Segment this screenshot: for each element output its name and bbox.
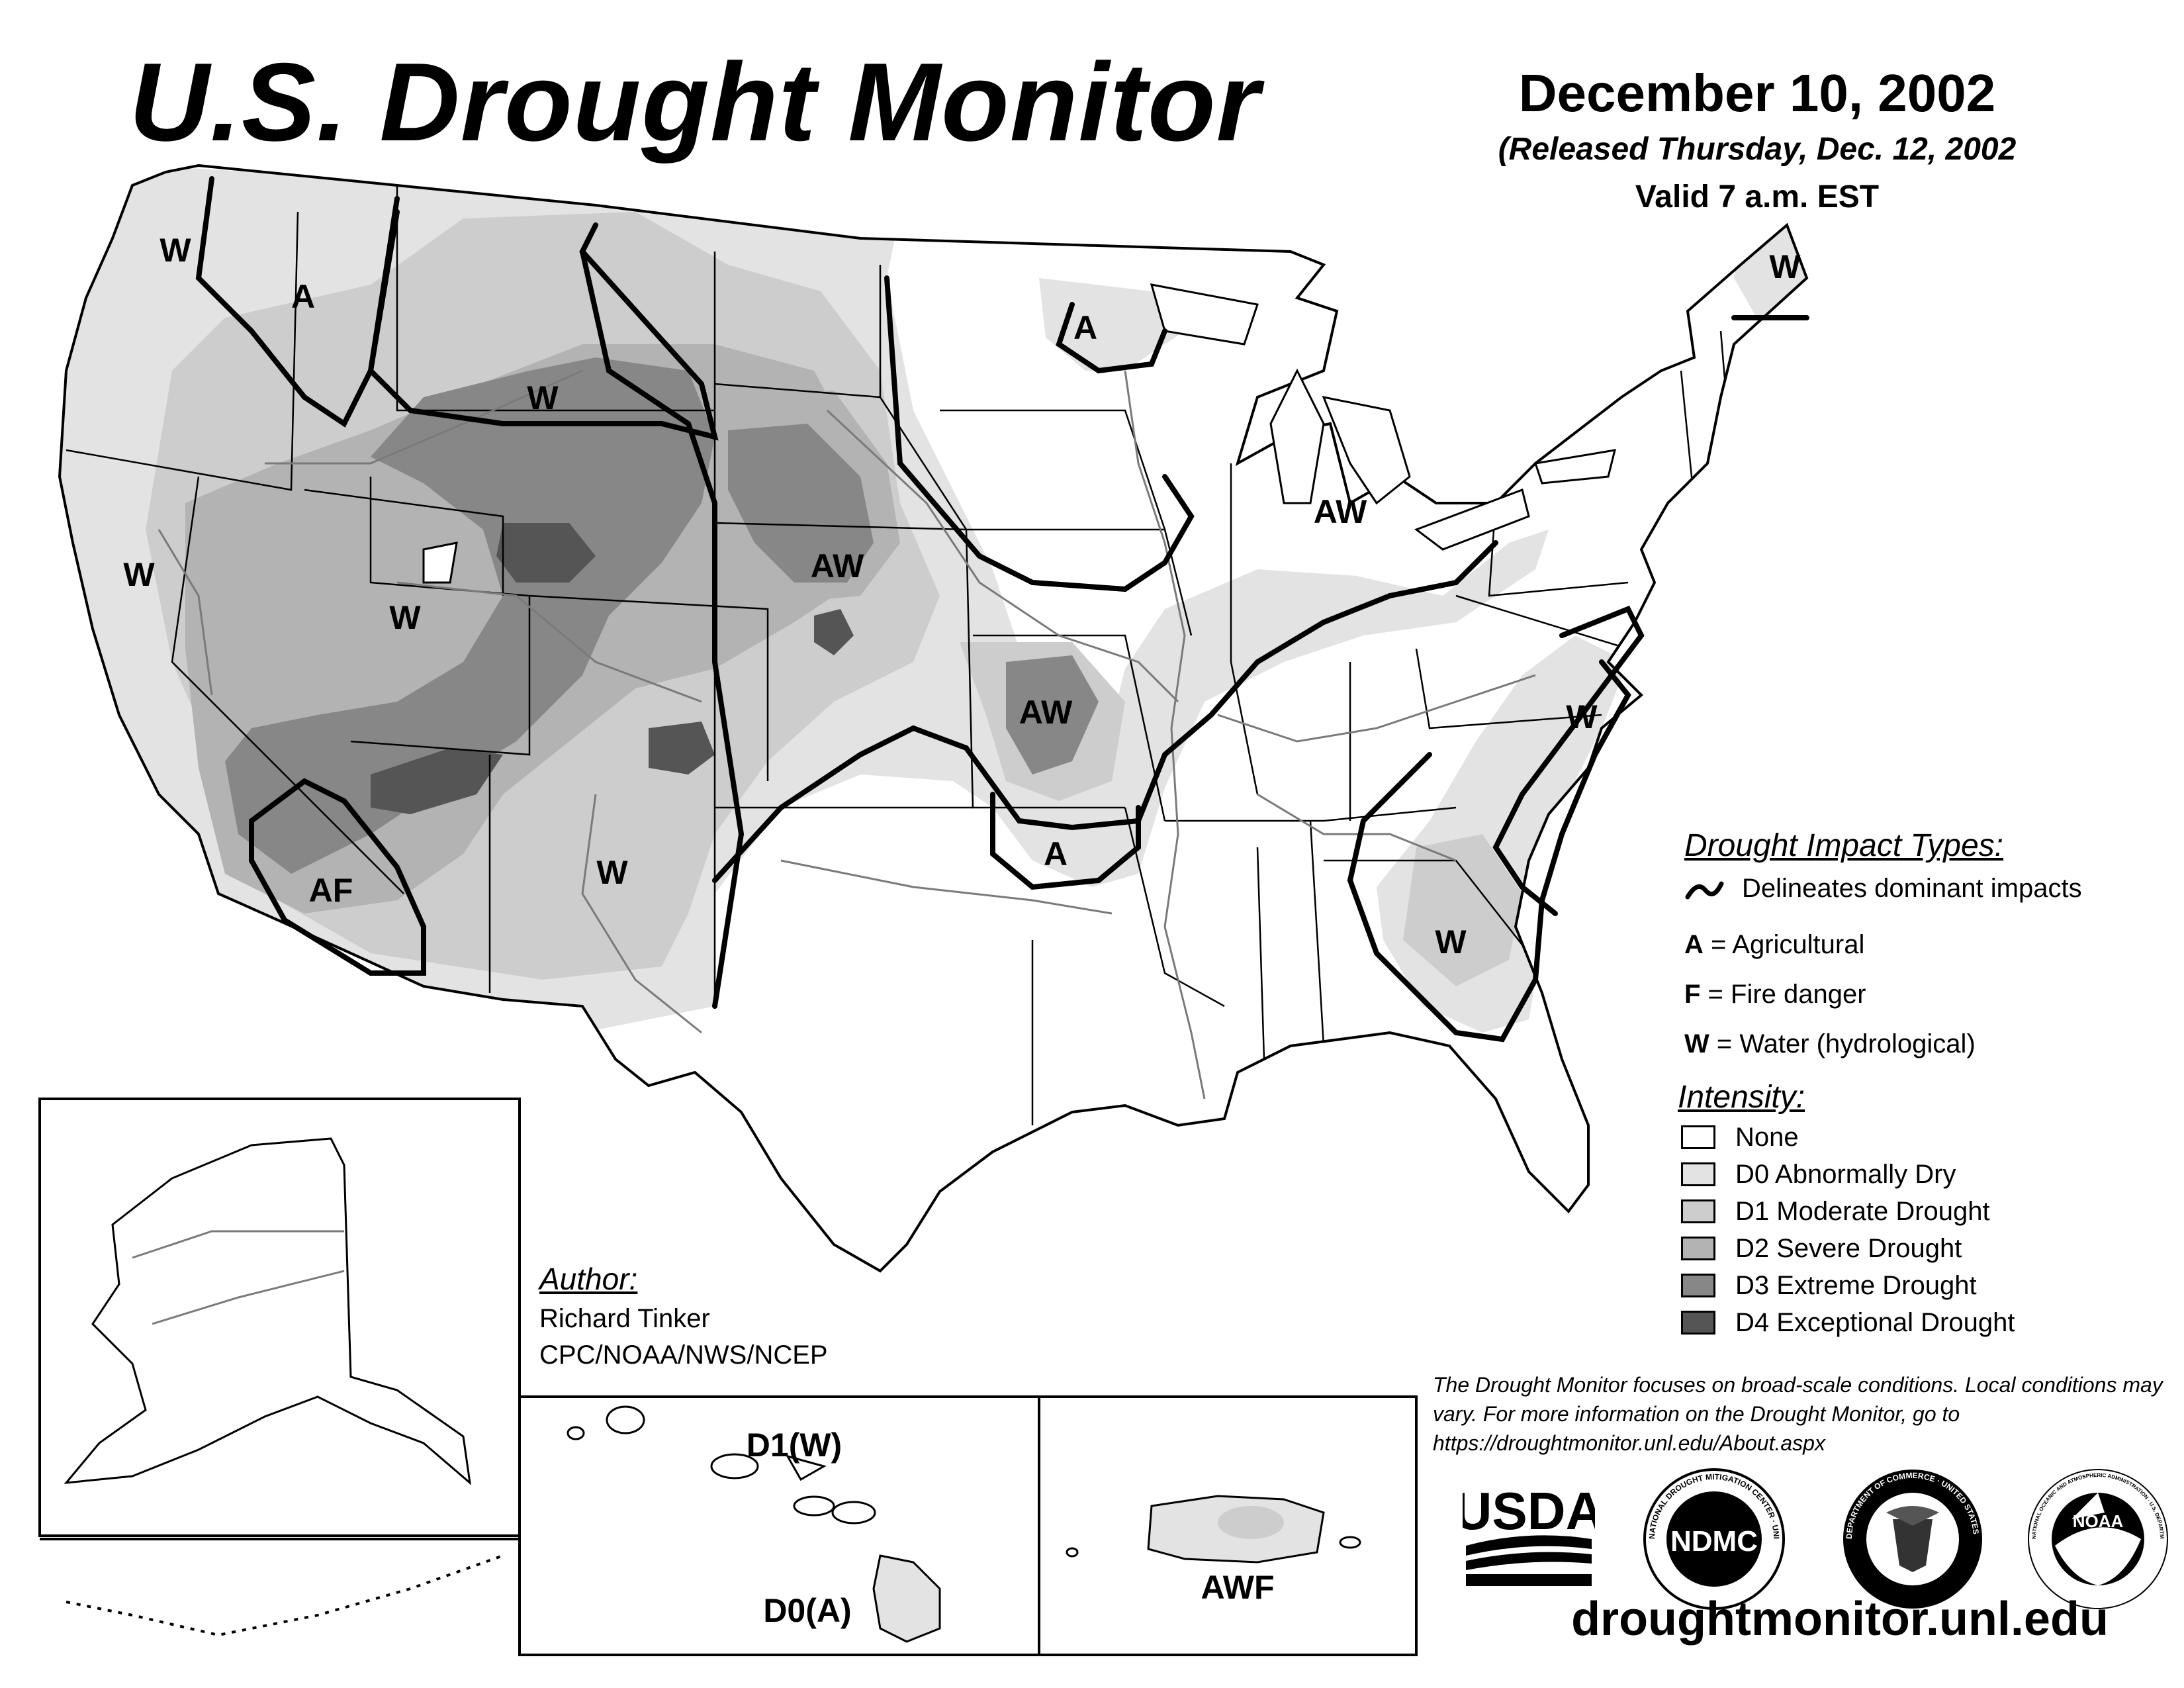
map-label: AWF xyxy=(1201,1569,1274,1606)
map-label: AF xyxy=(309,872,353,909)
intensity-swatch xyxy=(1681,1125,1715,1149)
intensity-label: D0 Abnormally Dry xyxy=(1735,1160,1956,1189)
d4-region-ne xyxy=(814,609,854,655)
map-label: D1(W) xyxy=(747,1427,842,1464)
noaa-logo: NOAA NATIONAL OCEANIC AND ATMOSPHERIC AD… xyxy=(2025,1466,2168,1609)
map-label: AW xyxy=(1314,493,1367,530)
intensity-swatch xyxy=(1681,1311,1715,1335)
usda-logo: USDA xyxy=(1463,1483,1595,1586)
valid-time: Valid 7 a.m. EST xyxy=(1635,179,1880,214)
great-lakes xyxy=(422,283,1617,584)
impact-desc: = Agricultural xyxy=(1703,930,1865,959)
release-date: (Released Thursday, Dec. 12, 2002 xyxy=(1498,132,2017,167)
d3-region-ne xyxy=(728,424,874,583)
puerto-rico-inset xyxy=(1038,1395,1418,1656)
impact-line-icon xyxy=(1685,881,1724,900)
rivers xyxy=(158,369,1536,1100)
d3-region-mo xyxy=(1006,655,1099,774)
intensity-heading: Intensity: xyxy=(1678,1080,1805,1115)
intensity-label: D2 Severe Drought xyxy=(1735,1234,1962,1263)
map-label: W xyxy=(1566,698,1598,735)
intensity-label: D1 Moderate Drought xyxy=(1735,1197,1990,1226)
map-label: W xyxy=(1769,248,1801,285)
impact-key: A xyxy=(1684,930,1704,959)
intensity-label: D4 Exceptional Drought xyxy=(1735,1308,2015,1337)
d3-region-west xyxy=(225,357,715,874)
impact-types-heading: Drought Impact Types: xyxy=(1684,828,2003,863)
intensity-swatch xyxy=(1681,1274,1715,1297)
map-label: AW xyxy=(1019,694,1073,731)
map-label: AW xyxy=(811,547,864,585)
intensity-label: None xyxy=(1735,1123,1799,1152)
map-label: A xyxy=(1073,309,1097,346)
author-heading: Author: xyxy=(539,1262,638,1296)
map-label: W xyxy=(596,854,628,891)
ndmc-logo: NDMC NATIONAL DROUGHT MITIGATION CENTER … xyxy=(1641,1466,1785,1610)
map-label: W xyxy=(1435,923,1467,961)
map-label: A xyxy=(291,278,315,315)
ndmc-logo-text: NDMC xyxy=(1670,1525,1758,1558)
impact-type-item: W = Water (hydrological) xyxy=(1684,1029,1976,1059)
impact-desc: = Fire danger xyxy=(1700,980,1866,1009)
map-label: A xyxy=(1044,835,1068,872)
d4-region-az xyxy=(371,748,503,814)
map-label: D0(A) xyxy=(763,1592,851,1629)
valid-date: December 10, 2002 xyxy=(1518,64,1996,122)
impact-key: F xyxy=(1684,980,1701,1009)
intensity-swatch xyxy=(1681,1199,1715,1223)
author-org: CPC/NOAA/NWS/NCEP xyxy=(539,1340,828,1370)
usda-logo-text: USDA xyxy=(1463,1483,1595,1540)
disclaimer-note: The Drought Monitor focuses on broad-sca… xyxy=(1433,1373,2163,1455)
alaska-inset xyxy=(38,1098,521,1637)
d4-region-co2 xyxy=(649,722,715,774)
commerce-seal-logo: DEPARTMENT OF COMMERCE · UNITED STATES O… xyxy=(1840,1466,1982,1609)
page-title: U.S. Drought Monitor xyxy=(129,40,1261,164)
noaa-logo-text: NOAA xyxy=(2073,1511,2124,1531)
map-label: W xyxy=(123,556,155,593)
map-label: W xyxy=(159,232,191,269)
author-name: Richard Tinker xyxy=(539,1304,710,1333)
impact-type-item: A = Agricultural xyxy=(1684,930,1864,960)
impact-key: W xyxy=(1684,1029,1709,1058)
impact-line-label: Delineates dominant impacts xyxy=(1742,874,2082,903)
map-label: W xyxy=(527,379,559,416)
impact-type-item: F = Fire danger xyxy=(1684,980,1866,1009)
hawaii-inset xyxy=(518,1395,1040,1656)
map-label: W xyxy=(389,599,421,636)
website-url[interactable]: droughtmonitor.unl.edu xyxy=(1571,1593,2109,1646)
impact-desc: = Water (hydrological) xyxy=(1709,1029,1976,1058)
impact-boundaries xyxy=(195,176,1809,1043)
intensity-swatch xyxy=(1681,1162,1715,1186)
intensity-swatch xyxy=(1681,1237,1715,1260)
d1-region-sc xyxy=(1403,834,1522,986)
d0-region-mn xyxy=(1039,278,1185,371)
state-borders xyxy=(66,185,1735,1125)
d4-region-co xyxy=(496,523,596,583)
intensity-label: D3 Extreme Drought xyxy=(1735,1271,1977,1300)
